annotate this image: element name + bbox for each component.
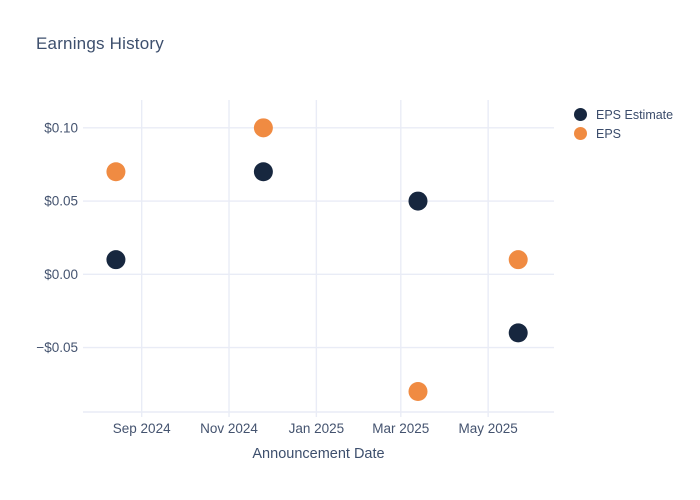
x-tick-label: Mar 2025 xyxy=(372,421,429,436)
data-point-eps-estimate[interactable] xyxy=(408,191,428,211)
chart-legend: EPS Estimate EPS xyxy=(574,105,673,143)
data-point-eps-estimate[interactable] xyxy=(106,250,126,270)
legend-item-eps-estimate[interactable]: EPS Estimate xyxy=(574,105,673,124)
data-point-eps[interactable] xyxy=(408,381,428,401)
chart-title: Earnings History xyxy=(36,34,164,53)
data-point-eps[interactable] xyxy=(106,162,126,182)
x-tick-label: Nov 2024 xyxy=(200,421,258,436)
data-point-eps[interactable] xyxy=(508,250,528,270)
x-tick-label: Sep 2024 xyxy=(113,421,171,436)
legend-label-eps-estimate: EPS Estimate xyxy=(596,107,674,122)
x-axis-title: Announcement Date xyxy=(252,446,385,462)
data-point-eps[interactable] xyxy=(253,118,273,138)
y-tick-label: $0.10 xyxy=(44,120,78,135)
data-point-eps-estimate[interactable] xyxy=(508,323,528,343)
x-tick-label: Jan 2025 xyxy=(289,421,345,436)
legend-item-eps[interactable]: EPS xyxy=(574,124,673,143)
eps-marker-icon xyxy=(574,127,587,140)
eps-estimate-marker-icon xyxy=(574,108,587,121)
data-point-eps-estimate[interactable] xyxy=(253,162,273,182)
y-tick-label: −$0.05 xyxy=(36,340,78,355)
y-tick-label: $0.05 xyxy=(44,194,78,209)
legend-label-eps: EPS xyxy=(596,126,622,141)
y-tick-label: $0.00 xyxy=(44,267,78,282)
x-tick-label: May 2025 xyxy=(458,421,517,436)
